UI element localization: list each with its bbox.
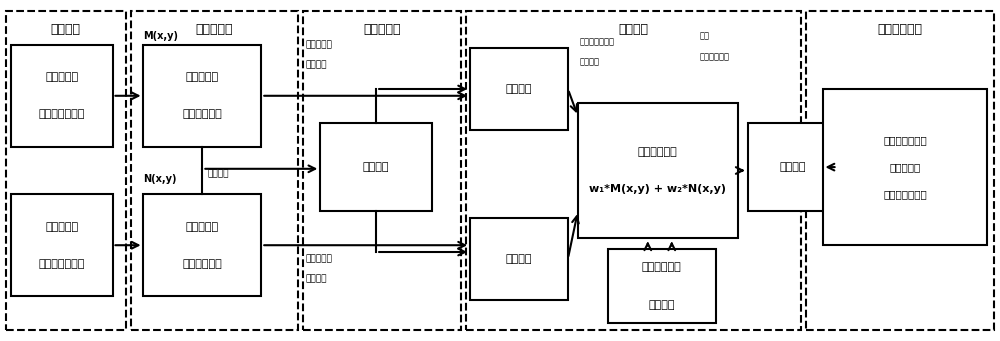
Text: 图像预注册: 图像预注册 <box>363 23 401 36</box>
Text: 热成像图像: 热成像图像 <box>45 222 78 232</box>
Bar <box>470 218 568 299</box>
Text: 小波变换: 小波变换 <box>580 57 600 66</box>
Bar <box>466 11 801 330</box>
Text: 图像分解: 图像分解 <box>506 254 532 264</box>
Bar <box>806 11 994 330</box>
Text: 注册图像: 注册图像 <box>363 162 389 172</box>
Text: N(x,y): N(x,y) <box>143 174 177 184</box>
Text: （尺寸不规则）: （尺寸不规则） <box>38 259 85 269</box>
Bar <box>608 249 716 323</box>
Bar <box>6 11 126 330</box>
Text: 小波变换: 小波变换 <box>305 275 327 284</box>
Text: 仿射变换: 仿射变换 <box>208 169 229 178</box>
Text: （尺寸不规则）: （尺寸不规则） <box>38 109 85 119</box>
Bar <box>470 48 568 130</box>
Text: 融合图像: 融合图像 <box>779 162 806 172</box>
Bar <box>748 123 838 211</box>
Text: 带关键部位识别: 带关键部位识别 <box>883 135 927 145</box>
Text: 可见光图像: 可见光图像 <box>45 72 78 82</box>
Text: 优化算法: 优化算法 <box>649 300 675 310</box>
Text: 二叉树离散: 二叉树离散 <box>305 254 332 263</box>
Text: （固定尺寸）: （固定尺寸） <box>183 259 222 269</box>
Bar <box>823 89 987 245</box>
Text: 和温度图谱: 和温度图谱 <box>889 162 921 172</box>
Bar <box>131 11 298 330</box>
Text: 神经网络模型: 神经网络模型 <box>700 52 730 61</box>
Text: 翻转二叉树离散: 翻转二叉树离散 <box>580 37 615 46</box>
Bar <box>143 194 261 296</box>
Bar <box>303 11 461 330</box>
Text: 自校正粒子群: 自校正粒子群 <box>642 262 682 272</box>
Text: 可见光图像: 可见光图像 <box>186 72 219 82</box>
Bar <box>11 194 113 296</box>
Text: 信息的融合图像: 信息的融合图像 <box>883 189 927 199</box>
Text: w₁*M(x,y) + w₂*N(x,y): w₁*M(x,y) + w₂*N(x,y) <box>589 184 726 194</box>
Text: 小波系数融合: 小波系数融合 <box>638 147 678 157</box>
Text: 图像采集: 图像采集 <box>51 23 81 36</box>
Bar <box>578 103 738 238</box>
Text: M(x,y): M(x,y) <box>143 31 178 41</box>
Text: 关键部位识别: 关键部位识别 <box>877 23 922 36</box>
Bar <box>320 123 432 211</box>
Text: 热成像图像: 热成像图像 <box>186 222 219 232</box>
Text: 图像融合: 图像融合 <box>618 23 648 36</box>
Text: 深度: 深度 <box>700 32 710 41</box>
Text: 图像分解: 图像分解 <box>506 84 532 94</box>
Text: （固定尺寸）: （固定尺寸） <box>183 109 222 119</box>
Text: 图像预处理: 图像预处理 <box>196 23 233 36</box>
Text: 二叉树离散: 二叉树离散 <box>305 40 332 49</box>
Text: 小波变换: 小波变换 <box>305 61 327 70</box>
Bar <box>11 45 113 147</box>
Bar <box>143 45 261 147</box>
